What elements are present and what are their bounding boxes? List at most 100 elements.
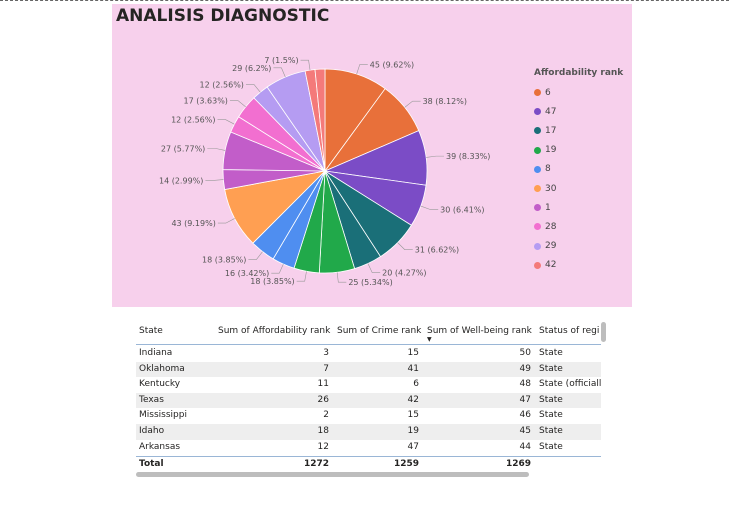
cell-affordability: 11 (317, 379, 329, 390)
legend-swatch (534, 185, 541, 193)
leader-line (248, 251, 263, 260)
legend-item[interactable]: 47 (534, 102, 630, 121)
cell-wellbeing: 45 (519, 425, 531, 436)
top-dashed-border (0, 0, 729, 1)
total-label: Total (139, 459, 164, 469)
leader-line (271, 263, 284, 274)
legend-item[interactable]: 17 (534, 121, 630, 140)
header-wellbeing[interactable]: Sum of Well-being rank (427, 326, 532, 336)
leader-line (356, 64, 368, 75)
leader-line (296, 271, 307, 282)
leader-line (420, 205, 439, 210)
header-crime[interactable]: Sum of Crime rank (337, 326, 422, 336)
table-row[interactable]: Idaho 18 19 45 State (136, 423, 601, 440)
legend-item[interactable]: 28 (534, 217, 630, 236)
pie-chart: 45 (9.62%) 38 (8.12%) 39 (8.33%) 30 (6.41%)… (159, 56, 490, 287)
data-label: 18 (3.85%) (250, 277, 294, 286)
legend-label: 29 (545, 241, 557, 252)
header-affordability[interactable]: Sum of Affordability rank (218, 326, 331, 336)
cell-status: State (539, 441, 563, 452)
leader-line (205, 179, 224, 181)
legend-label: 19 (545, 145, 557, 156)
data-label: 18 (3.85%) (202, 256, 246, 265)
legend-label: 28 (545, 221, 557, 232)
data-label: 25 (5.34%) (348, 278, 392, 287)
legend-label: 47 (545, 106, 557, 117)
pie-slice[interactable] (314, 68, 326, 172)
cell-state: Oklahoma (139, 363, 185, 374)
data-label: 31 (6.62%) (415, 246, 459, 255)
leader-line (300, 59, 311, 71)
table-header-row: State Sum of Affordability rank Sum of C… (136, 322, 601, 345)
legend-item[interactable]: 42 (534, 256, 630, 275)
table-row[interactable]: Oklahoma 7 41 49 State (136, 361, 601, 378)
data-label: 29 (6.2%) (232, 64, 271, 73)
cell-affordability: 3 (323, 348, 329, 358)
cell-state: Arkansas (139, 441, 181, 452)
legend-item[interactable]: 30 (534, 179, 630, 198)
data-label: 30 (6.41%) (440, 205, 484, 214)
cell-state: Mississippi (139, 410, 187, 421)
data-label: 16 (3.42%) (225, 269, 269, 278)
sort-descending-icon: ▼ (427, 336, 432, 343)
total-crime: 1259 (393, 459, 419, 469)
total-wellbeing: 1269 (505, 459, 531, 469)
legend-label: 42 (545, 260, 557, 271)
data-label: 43 (9.19%) (171, 219, 215, 228)
legend: Affordability rank 6 47 17 19 8 30 1 28 29 42 (534, 68, 630, 275)
cell-wellbeing: 46 (519, 410, 531, 421)
legend-item[interactable]: 29 (534, 237, 630, 256)
header-state[interactable]: State (139, 326, 163, 336)
cell-wellbeing: 50 (519, 348, 531, 358)
cell-affordability: 2 (323, 410, 329, 421)
horizontal-scrollbar[interactable] (136, 472, 529, 477)
data-label: 12 (2.56%) (200, 80, 244, 89)
cell-status: State (539, 394, 563, 405)
cell-status: State (539, 363, 563, 374)
cell-crime: 15 (407, 348, 419, 358)
cell-crime: 41 (407, 363, 419, 374)
leader-line (217, 218, 235, 224)
legend-items: 6 47 17 19 8 30 1 28 29 42 (534, 83, 630, 275)
cell-affordability: 12 (317, 441, 329, 452)
table-row[interactable]: Indiana 3 15 50 State (136, 346, 601, 362)
legend-item[interactable]: 19 (534, 141, 630, 160)
legend-label: 8 (545, 164, 551, 175)
cell-state: Idaho (139, 425, 165, 436)
table-row[interactable]: Kentucky 11 6 48 State (officially (136, 377, 601, 393)
pie-chart-visual[interactable]: ANALISIS DIAGNOSTIC 45 (9.62%) 38 (8.12%)… (112, 4, 632, 307)
table-body: Indiana 3 15 50 State Oklahoma 7 41 49 State Kentu… (136, 346, 601, 455)
legend-swatch (534, 242, 541, 250)
legend-swatch (534, 108, 541, 116)
cell-affordability: 26 (317, 394, 329, 405)
leader-line (207, 148, 226, 151)
data-label: 17 (3.63%) (184, 97, 228, 106)
leader-line (273, 67, 286, 78)
table-total-row: Total 1272 1259 1269 (136, 456, 601, 472)
table-row[interactable]: Arkansas 12 47 44 State (136, 440, 601, 456)
cell-crime: 47 (407, 441, 419, 452)
leader-line (336, 272, 347, 283)
legend-item[interactable]: 8 (534, 160, 630, 179)
cell-state: Texas (139, 394, 164, 405)
legend-item[interactable]: 6 (534, 83, 630, 102)
data-table[interactable]: State Sum of Affordability rank Sum of C… (136, 322, 606, 478)
chart-title: ANALISIS DIAGNOSTIC (116, 6, 330, 26)
vertical-scrollbar[interactable] (601, 322, 606, 342)
leader-line (245, 84, 261, 93)
leader-line (426, 155, 445, 158)
legend-swatch (534, 165, 541, 173)
cell-status: State (539, 348, 563, 358)
leader-line (217, 119, 235, 125)
cell-state: Kentucky (139, 379, 181, 390)
legend-swatch (534, 204, 541, 212)
cell-state: Indiana (139, 348, 173, 358)
data-label: 12 (2.56%) (171, 116, 215, 125)
data-label: 38 (8.12%) (423, 97, 467, 106)
data-label: 7 (1.5%) (264, 56, 298, 65)
header-status[interactable]: Status of region (539, 326, 599, 336)
table-row[interactable]: Mississippi 2 15 46 State (136, 408, 601, 424)
cell-status: State (539, 425, 563, 436)
table-row[interactable]: Texas 26 42 47 State (136, 392, 601, 409)
legend-item[interactable]: 1 (534, 198, 630, 217)
